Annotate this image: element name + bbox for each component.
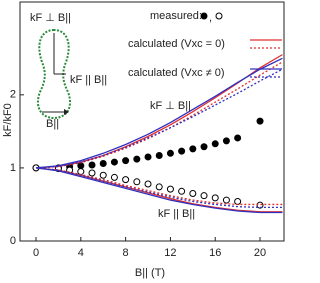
data-point (234, 134, 242, 142)
data-point (200, 143, 208, 151)
curve (35, 68, 283, 169)
x-tick-label: 8 (123, 247, 129, 259)
y-axis-title: kF/kF0 (2, 103, 14, 137)
data-point (155, 151, 163, 159)
legend-separator: , (209, 12, 212, 24)
x-axis-title: B|| (T) (135, 267, 165, 279)
inset-label: B|| (46, 118, 59, 130)
x-tick-label: 20 (254, 247, 266, 259)
data-point (133, 178, 141, 186)
legend-marker (200, 12, 208, 20)
data-point (133, 155, 141, 163)
data-point (144, 153, 152, 161)
legend-marker (215, 12, 223, 20)
data-point (256, 117, 264, 125)
x-tick-label: 12 (164, 247, 176, 259)
data-point (211, 140, 219, 148)
legend-label: calculated (Vxc ≠ 0) (128, 67, 225, 79)
data-point (144, 180, 152, 188)
data-point (122, 157, 130, 165)
x-tick-label: 4 (78, 247, 84, 259)
x-tick-label: 0 (33, 247, 39, 259)
data-point (99, 171, 107, 179)
data-point (88, 169, 96, 177)
data-point (77, 168, 85, 176)
plot-frame (19, 1, 285, 242)
annotation: kF ⊥ B|| (150, 100, 191, 112)
x-tick-label: 16 (209, 247, 221, 259)
data-point (200, 192, 208, 200)
data-point (178, 147, 186, 155)
inset-label: kF || B|| (70, 74, 107, 86)
y-tick-label: 1 (10, 162, 16, 174)
data-point (166, 149, 174, 157)
y-tick-label: 2 (10, 89, 16, 101)
data-point (222, 137, 230, 145)
arrow-head (64, 109, 69, 115)
data-point (110, 173, 118, 181)
data-point (122, 176, 130, 184)
curve (35, 167, 283, 209)
data-point (77, 162, 85, 170)
data-point (256, 201, 264, 209)
data-point (178, 187, 186, 195)
data-point (222, 196, 230, 204)
curve (35, 57, 283, 169)
inset: kF ⊥ B|| kF || B|| B|| (30, 12, 107, 130)
inset-label: kF ⊥ B|| (30, 12, 71, 24)
data-point (211, 194, 219, 202)
data-point (155, 183, 163, 191)
data-point (234, 198, 242, 206)
annotation: kF || B|| (158, 208, 195, 220)
chart: B|| (T) kF/kF0 kF ⊥ B|| kF || B|| B|| kF… (2, 1, 285, 279)
legend-label: measured: (150, 10, 202, 22)
data-point (88, 161, 96, 169)
data-point (166, 185, 174, 193)
data-point (189, 145, 197, 153)
curve (35, 167, 283, 214)
data-point (99, 160, 107, 168)
legend-label: calculated (Vxc = 0) (128, 38, 225, 50)
y-tick-label: 0 (10, 235, 16, 247)
data-point (110, 158, 118, 166)
data-point (189, 189, 197, 197)
